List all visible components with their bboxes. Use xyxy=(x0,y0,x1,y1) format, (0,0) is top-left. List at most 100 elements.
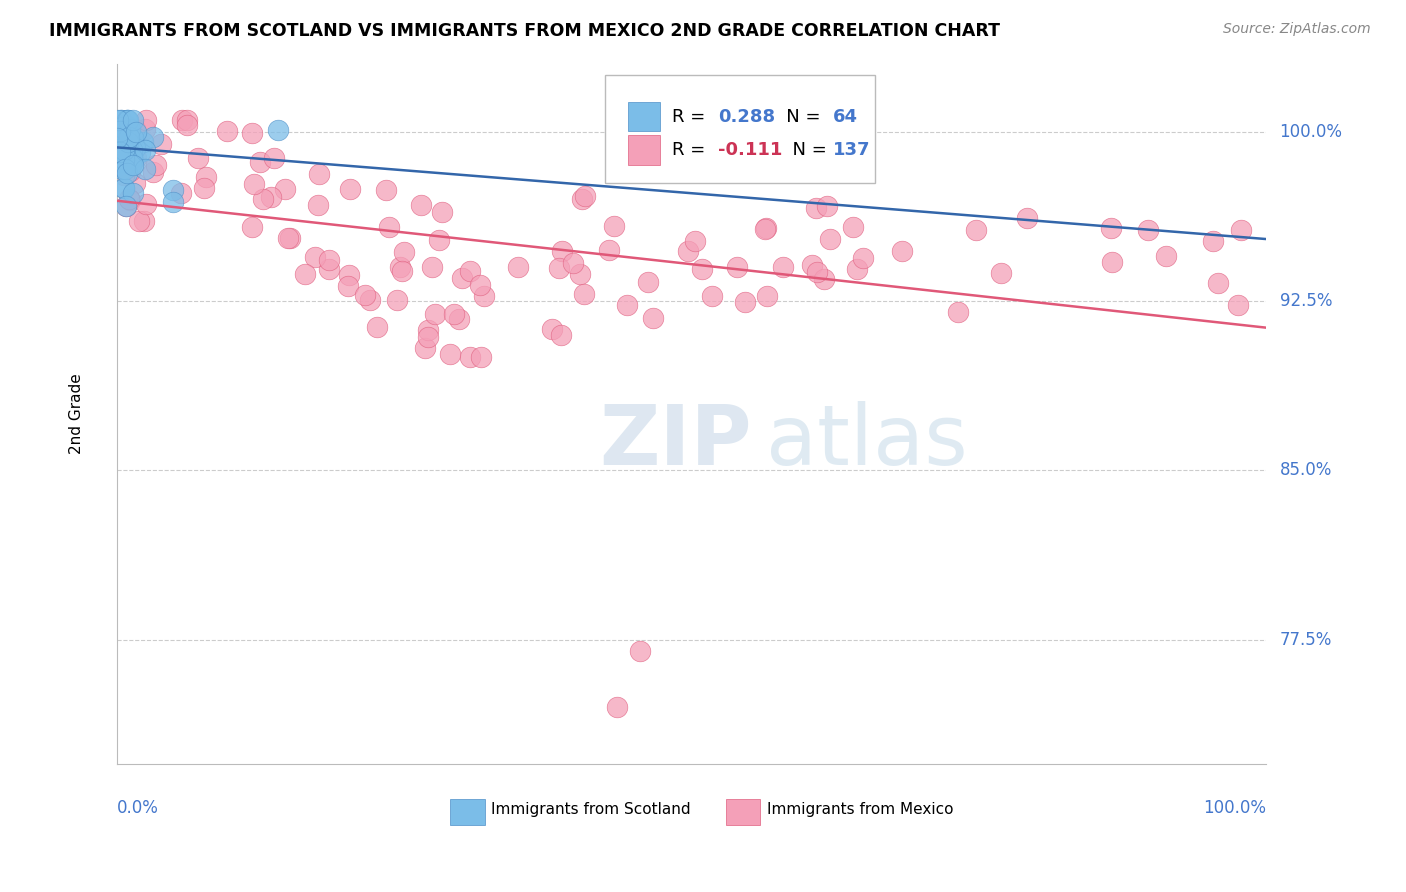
Point xyxy=(948,305,970,319)
Point xyxy=(107,145,129,159)
Point xyxy=(506,260,529,275)
Point xyxy=(118,122,141,136)
Point xyxy=(142,165,165,179)
Point xyxy=(547,260,569,275)
Point xyxy=(115,124,138,138)
Text: N =: N = xyxy=(769,108,827,126)
Point xyxy=(131,136,153,150)
Point xyxy=(378,219,401,234)
Point xyxy=(122,158,145,172)
Point xyxy=(294,267,316,281)
Point xyxy=(122,131,145,145)
Point xyxy=(550,327,572,342)
Point xyxy=(418,324,440,338)
Point xyxy=(117,139,139,153)
Point xyxy=(415,342,437,356)
Point xyxy=(474,289,496,303)
Point xyxy=(134,121,156,136)
Point xyxy=(458,351,481,365)
Text: 100.0%: 100.0% xyxy=(1202,798,1265,817)
Point xyxy=(277,231,299,245)
Point xyxy=(339,182,361,196)
Point xyxy=(562,256,585,270)
Point xyxy=(443,307,465,321)
Point xyxy=(122,153,145,168)
Point xyxy=(643,310,665,325)
Text: 0.288: 0.288 xyxy=(717,108,775,126)
Point xyxy=(115,199,138,213)
Point xyxy=(1229,223,1251,237)
Point xyxy=(551,244,574,259)
Point xyxy=(134,162,156,177)
Point xyxy=(117,136,139,150)
Point xyxy=(1206,276,1229,290)
Point xyxy=(815,199,838,213)
Point xyxy=(616,298,638,312)
Point xyxy=(124,122,146,136)
Point xyxy=(427,233,450,247)
Point xyxy=(439,347,461,361)
Text: -0.111: -0.111 xyxy=(717,141,782,159)
Point xyxy=(541,322,564,336)
Point xyxy=(391,264,413,278)
Point xyxy=(150,137,173,152)
Point xyxy=(118,164,141,178)
Point xyxy=(240,126,263,140)
Point xyxy=(845,262,868,277)
Point xyxy=(111,162,134,177)
Point xyxy=(114,126,136,140)
Point xyxy=(112,146,135,161)
Point xyxy=(1154,249,1177,263)
Point xyxy=(115,113,138,128)
Point xyxy=(637,275,659,289)
Point xyxy=(120,158,142,172)
Point xyxy=(135,197,157,211)
Point xyxy=(145,158,167,172)
Point xyxy=(392,245,415,260)
Point xyxy=(121,151,143,165)
Point xyxy=(107,159,129,173)
Point xyxy=(115,166,138,180)
Point xyxy=(176,118,198,132)
Point xyxy=(755,289,778,303)
Point xyxy=(195,169,218,184)
Point xyxy=(1226,298,1249,312)
Text: atlas: atlas xyxy=(766,401,967,483)
Point xyxy=(117,159,139,173)
Text: 100.0%: 100.0% xyxy=(1279,123,1343,141)
Point xyxy=(432,205,454,219)
Point xyxy=(318,252,340,267)
Point xyxy=(117,113,139,128)
Point xyxy=(120,194,142,208)
Point xyxy=(107,113,129,128)
Point xyxy=(804,201,827,215)
Point xyxy=(628,644,651,658)
Text: 2nd Grade: 2nd Grade xyxy=(69,374,84,454)
Point xyxy=(685,234,707,248)
Point xyxy=(135,113,157,128)
Point xyxy=(447,312,470,326)
Point xyxy=(114,147,136,161)
Point xyxy=(108,129,131,144)
Point xyxy=(359,293,381,307)
Point xyxy=(890,244,912,259)
Point xyxy=(121,143,143,157)
Point xyxy=(842,220,865,235)
Text: N =: N = xyxy=(780,141,832,159)
Point xyxy=(112,148,135,162)
Point xyxy=(117,193,139,207)
Point xyxy=(423,307,446,321)
Point xyxy=(122,186,145,201)
Text: 137: 137 xyxy=(832,141,870,159)
Point xyxy=(263,151,285,165)
Point xyxy=(122,128,145,142)
Point xyxy=(813,271,835,285)
Point xyxy=(374,183,396,197)
Point xyxy=(318,262,340,277)
Point xyxy=(354,287,377,301)
Point xyxy=(702,289,724,303)
Point xyxy=(117,132,139,146)
Point xyxy=(110,128,132,143)
Point xyxy=(112,144,135,158)
Point xyxy=(162,194,184,209)
